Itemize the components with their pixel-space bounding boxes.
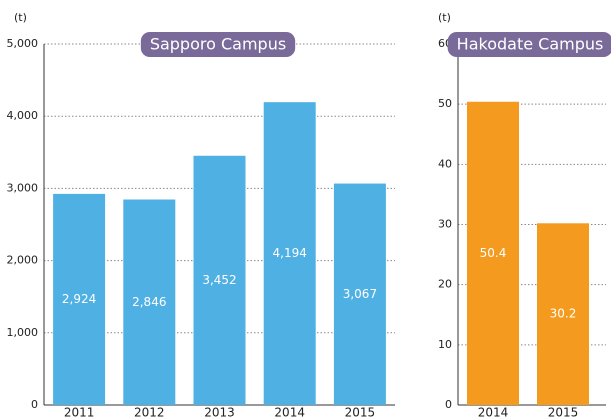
x-tick-label: 2014: [478, 406, 509, 418]
y-tick-label: 50: [438, 97, 452, 110]
value-label: 3,452: [202, 273, 236, 287]
x-tick-label: 2014: [274, 406, 305, 418]
bar: [53, 193, 106, 405]
bar: [193, 155, 246, 405]
y-tick-label: 5,000: [7, 37, 39, 50]
y-tick-label: 10: [438, 338, 452, 351]
value-label: 2,924: [62, 292, 96, 306]
value-label: 50.4: [480, 246, 507, 260]
bar: [537, 223, 589, 405]
value-label: 4,194: [273, 246, 307, 260]
y-tick-label: 30: [438, 218, 452, 231]
y-tick-label: 40: [438, 157, 452, 170]
x-tick-label: 2013: [204, 406, 235, 418]
bar: [123, 199, 176, 405]
x-tick-label: 2015: [345, 406, 376, 418]
value-label: 3,067: [343, 287, 377, 301]
y-tick-label: 1,000: [7, 326, 39, 339]
y-tick-label: 20: [438, 278, 452, 291]
y-tick-label: 0: [445, 398, 452, 411]
x-tick-label: 2015: [548, 406, 579, 418]
bar: [333, 183, 386, 405]
unit-label: (t): [14, 11, 27, 24]
y-tick-label: 3,000: [7, 181, 39, 194]
title-pill: [140, 32, 296, 57]
x-tick-label: 2011: [64, 406, 95, 418]
unit-label: (t): [438, 11, 451, 24]
y-tick-label: 2,000: [7, 254, 39, 267]
y-tick-label: 0: [31, 398, 38, 411]
value-label: 2,846: [132, 295, 166, 309]
bar: [263, 102, 316, 405]
x-tick-label: 2012: [134, 406, 165, 418]
chart-title: Sapporo Campus: [150, 35, 286, 54]
bar: [467, 101, 519, 405]
y-tick-label: 4,000: [7, 109, 39, 122]
chart-title: Hakodate Campus: [457, 35, 604, 54]
title-pill: [447, 32, 611, 57]
value-label: 30.2: [550, 307, 577, 321]
